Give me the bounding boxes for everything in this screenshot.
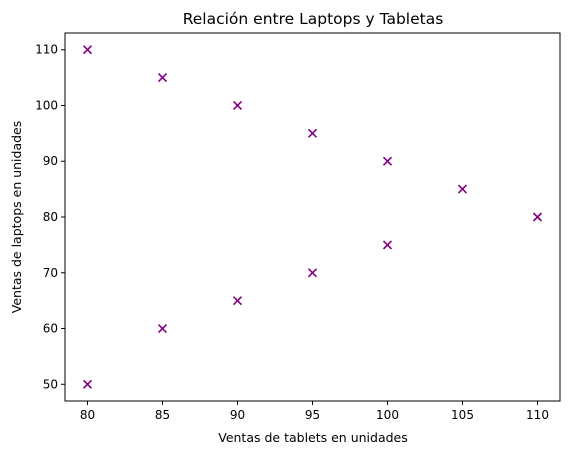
data-point-marker: [457, 184, 468, 194]
y-tick-label: 50: [43, 377, 58, 391]
x-tick-label: 95: [305, 408, 320, 422]
y-tick-label: 90: [43, 154, 58, 168]
y-tick-label: 80: [43, 210, 58, 224]
data-point-marker: [307, 128, 318, 138]
data-point-marker: [157, 73, 168, 83]
x-tick-label: 85: [155, 408, 170, 422]
x-tick-label: 105: [451, 408, 474, 422]
y-tick-label: 70: [43, 266, 58, 280]
x-tick-label: 80: [80, 408, 95, 422]
data-point-marker: [232, 100, 243, 111]
data-point-marker: [82, 45, 93, 55]
data-point-marker: [232, 296, 243, 306]
data-points: [82, 45, 543, 389]
y-tick-label: 100: [35, 98, 58, 112]
y-axis-ticks: 50 60 70 80 90 100 110: [35, 43, 65, 391]
x-axis-label: Ventas de tablets en unidades: [218, 430, 408, 445]
plot-area-frame: [64, 32, 561, 402]
data-point-marker: [157, 323, 168, 334]
x-tick-label: 110: [526, 408, 549, 422]
chart-title: Relación entre Laptops y Tabletas: [183, 10, 444, 28]
x-tick-label: 90: [230, 408, 245, 422]
y-tick-label: 60: [43, 322, 58, 336]
data-point-marker: [532, 212, 543, 222]
x-tick-label: 100: [376, 408, 399, 422]
y-axis-label: Ventas de laptops en unidades: [9, 121, 24, 314]
y-tick-label: 110: [35, 43, 58, 57]
data-point-marker: [382, 156, 393, 166]
data-point-marker: [307, 268, 318, 278]
data-point-marker: [382, 240, 393, 250]
x-axis-ticks: 80 85 90 95 100 105 110: [80, 401, 549, 422]
data-point-marker: [82, 379, 93, 389]
